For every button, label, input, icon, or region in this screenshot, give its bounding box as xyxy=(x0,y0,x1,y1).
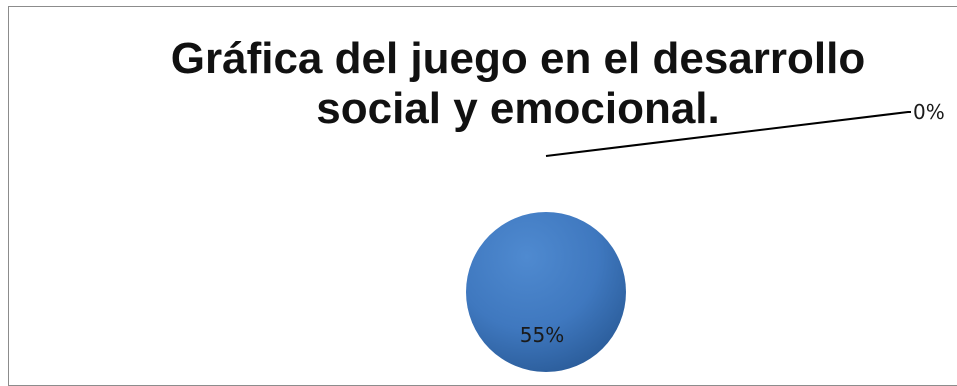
pie-slice-1 xyxy=(466,212,626,372)
pie-chart: 55% 0% xyxy=(466,100,945,372)
leader-line-slice-2 xyxy=(545,111,911,157)
pie-slices xyxy=(466,212,626,372)
chart-title-line-1: Gráfica del juego en el desarrollo xyxy=(170,34,866,83)
leader-lines xyxy=(545,111,911,157)
data-label-slice-1: 55% xyxy=(520,323,564,347)
data-label-slice-2: 0% xyxy=(913,100,945,124)
chart-title: Gráfica del juego en el desarrollo socia… xyxy=(8,34,957,134)
data-labels: 55% 0% xyxy=(520,100,945,347)
chart-title-line-2: social y emocional. xyxy=(316,84,720,133)
